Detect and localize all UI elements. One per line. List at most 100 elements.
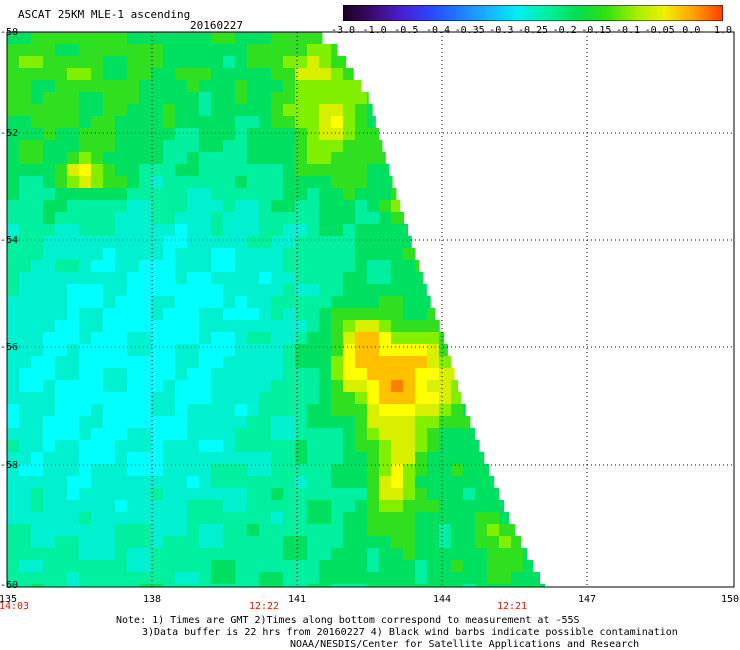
mle-cell bbox=[31, 500, 43, 512]
mle-cell bbox=[199, 428, 211, 440]
mle-cell bbox=[391, 428, 403, 440]
mle-cell bbox=[127, 260, 139, 272]
lat-label-60: -60 bbox=[0, 580, 19, 591]
mle-cell bbox=[67, 176, 79, 188]
mle-cell bbox=[79, 356, 91, 368]
mle-cell bbox=[55, 32, 67, 44]
mle-cell bbox=[67, 392, 79, 404]
mle-cell bbox=[247, 332, 259, 344]
mle-cell bbox=[163, 176, 175, 188]
mle-cell bbox=[175, 224, 187, 236]
mle-cell bbox=[355, 356, 367, 368]
mle-cell bbox=[127, 224, 139, 236]
mle-cell bbox=[415, 308, 427, 320]
mle-cell bbox=[199, 548, 211, 560]
mle-cell bbox=[91, 452, 103, 464]
mle-cell bbox=[391, 512, 403, 524]
mle-cell bbox=[211, 248, 223, 260]
mle-cell bbox=[103, 284, 115, 296]
mle-cells bbox=[7, 32, 545, 587]
mle-cell bbox=[343, 320, 355, 332]
mle-cell bbox=[31, 92, 43, 104]
mle-cell bbox=[451, 440, 463, 452]
mle-cell bbox=[343, 548, 355, 560]
mle-cell bbox=[391, 440, 403, 452]
mle-cell bbox=[379, 404, 391, 416]
mle-cell bbox=[379, 152, 386, 164]
mle-cell bbox=[463, 584, 475, 587]
mle-cell bbox=[355, 572, 367, 584]
mle-cell bbox=[187, 548, 199, 560]
mle-cell bbox=[67, 80, 79, 92]
mle-cell bbox=[127, 320, 139, 332]
mle-cell bbox=[307, 236, 319, 248]
mle-cell bbox=[343, 536, 355, 548]
mle-cell bbox=[331, 140, 343, 152]
mle-cell bbox=[223, 140, 235, 152]
mle-cell bbox=[343, 440, 355, 452]
mle-cell bbox=[163, 572, 175, 584]
mle-cell bbox=[103, 464, 115, 476]
mle-cell bbox=[175, 356, 187, 368]
mle-cell bbox=[175, 452, 187, 464]
mle-cell bbox=[115, 152, 127, 164]
mle-cell bbox=[31, 224, 43, 236]
mle-cell bbox=[295, 356, 307, 368]
mle-cell bbox=[91, 104, 103, 116]
mle-cell bbox=[319, 368, 331, 380]
mle-cell bbox=[223, 464, 235, 476]
mle-cell bbox=[259, 536, 271, 548]
mle-cell bbox=[163, 224, 175, 236]
mle-cell bbox=[247, 440, 259, 452]
mle-cell bbox=[151, 200, 163, 212]
mle-cell bbox=[379, 344, 391, 356]
mle-cell bbox=[31, 68, 43, 80]
mle-cell bbox=[223, 104, 235, 116]
mle-cell bbox=[331, 416, 343, 428]
mle-cell bbox=[247, 200, 259, 212]
mle-cell bbox=[187, 260, 199, 272]
mle-cell bbox=[31, 404, 43, 416]
mle-cell bbox=[187, 320, 199, 332]
mle-cell bbox=[367, 548, 379, 560]
mle-cell bbox=[355, 404, 367, 416]
mle-cell bbox=[283, 536, 295, 548]
mle-cell bbox=[403, 476, 415, 488]
mle-cell bbox=[199, 500, 211, 512]
mle-cell bbox=[67, 440, 79, 452]
mle-cell bbox=[439, 572, 451, 584]
mle-cell bbox=[259, 152, 271, 164]
mle-cell bbox=[295, 116, 307, 128]
mle-cell bbox=[55, 272, 67, 284]
mle-cell bbox=[55, 500, 67, 512]
mle-cell bbox=[103, 44, 115, 56]
mle-cell bbox=[427, 392, 439, 404]
mle-cell bbox=[355, 224, 367, 236]
mle-cell bbox=[235, 464, 247, 476]
mle-cell bbox=[7, 140, 19, 152]
mle-cell bbox=[451, 404, 463, 416]
mle-cell bbox=[19, 308, 31, 320]
mle-cell bbox=[55, 164, 67, 176]
mle-cell bbox=[151, 68, 163, 80]
mle-cell bbox=[31, 464, 43, 476]
mle-cell bbox=[79, 212, 91, 224]
mle-cell bbox=[187, 560, 199, 572]
mle-cell bbox=[343, 224, 355, 236]
mle-cell bbox=[475, 452, 485, 464]
mle-cell bbox=[415, 344, 427, 356]
mle-cell bbox=[151, 272, 163, 284]
mle-cell bbox=[499, 512, 510, 524]
mle-cell bbox=[223, 260, 235, 272]
mle-cell bbox=[331, 392, 343, 404]
mle-cell bbox=[115, 80, 127, 92]
mle-cell bbox=[235, 368, 247, 380]
mle-cell bbox=[91, 548, 103, 560]
mle-cell bbox=[199, 416, 211, 428]
mle-cell bbox=[271, 560, 283, 572]
mle-cell bbox=[259, 308, 271, 320]
mle-cell bbox=[127, 476, 139, 488]
mle-cell bbox=[331, 44, 338, 56]
mle-cell bbox=[43, 116, 55, 128]
mle-cell bbox=[427, 380, 439, 392]
